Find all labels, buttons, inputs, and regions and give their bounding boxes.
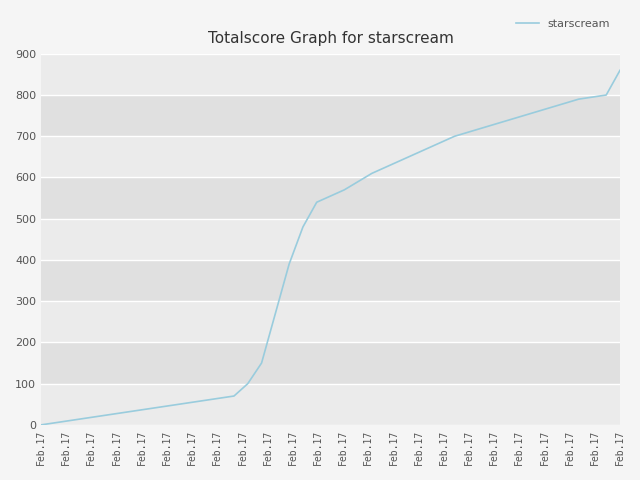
starscream <box>492 121 500 127</box>
Legend: starscream: starscream <box>512 15 614 34</box>
starscream <box>506 117 513 123</box>
starscream <box>437 140 445 145</box>
starscream <box>368 170 376 176</box>
starscream <box>423 146 431 152</box>
starscream <box>285 261 293 267</box>
starscream <box>37 422 45 428</box>
starscream <box>161 404 169 409</box>
starscream <box>271 311 279 316</box>
starscream <box>106 412 114 418</box>
starscream <box>51 420 59 426</box>
Line: starscream: starscream <box>41 70 620 425</box>
starscream <box>354 179 362 184</box>
Bar <box>41 384 620 425</box>
Bar <box>41 260 620 301</box>
Bar <box>41 54 620 95</box>
starscream <box>203 397 211 403</box>
starscream <box>134 408 141 413</box>
starscream <box>120 409 127 415</box>
starscream <box>534 108 541 114</box>
starscream <box>92 414 100 420</box>
starscream <box>244 381 252 386</box>
starscream <box>561 100 569 106</box>
starscream <box>340 187 348 193</box>
Bar <box>41 342 620 384</box>
starscream <box>547 105 555 110</box>
starscream <box>410 152 417 158</box>
starscream <box>230 393 238 399</box>
starscream <box>258 360 266 366</box>
starscream <box>65 418 72 424</box>
starscream <box>465 129 472 135</box>
starscream <box>326 193 334 199</box>
starscream <box>147 406 155 411</box>
starscream <box>589 94 596 100</box>
starscream <box>396 158 403 164</box>
starscream <box>451 133 458 139</box>
Bar <box>41 219 620 260</box>
starscream <box>299 224 307 230</box>
starscream <box>616 67 624 73</box>
starscream <box>575 96 582 102</box>
starscream <box>478 125 486 131</box>
starscream <box>313 199 321 205</box>
Bar <box>41 136 620 178</box>
starscream <box>216 395 224 401</box>
starscream <box>189 399 196 405</box>
Title: Totalscore Graph for starscream: Totalscore Graph for starscream <box>207 31 453 46</box>
Bar <box>41 95 620 136</box>
starscream <box>79 416 86 421</box>
starscream <box>520 113 527 119</box>
starscream <box>382 164 390 170</box>
Bar <box>41 301 620 342</box>
starscream <box>602 92 610 98</box>
Bar <box>41 178 620 219</box>
starscream <box>175 401 182 407</box>
